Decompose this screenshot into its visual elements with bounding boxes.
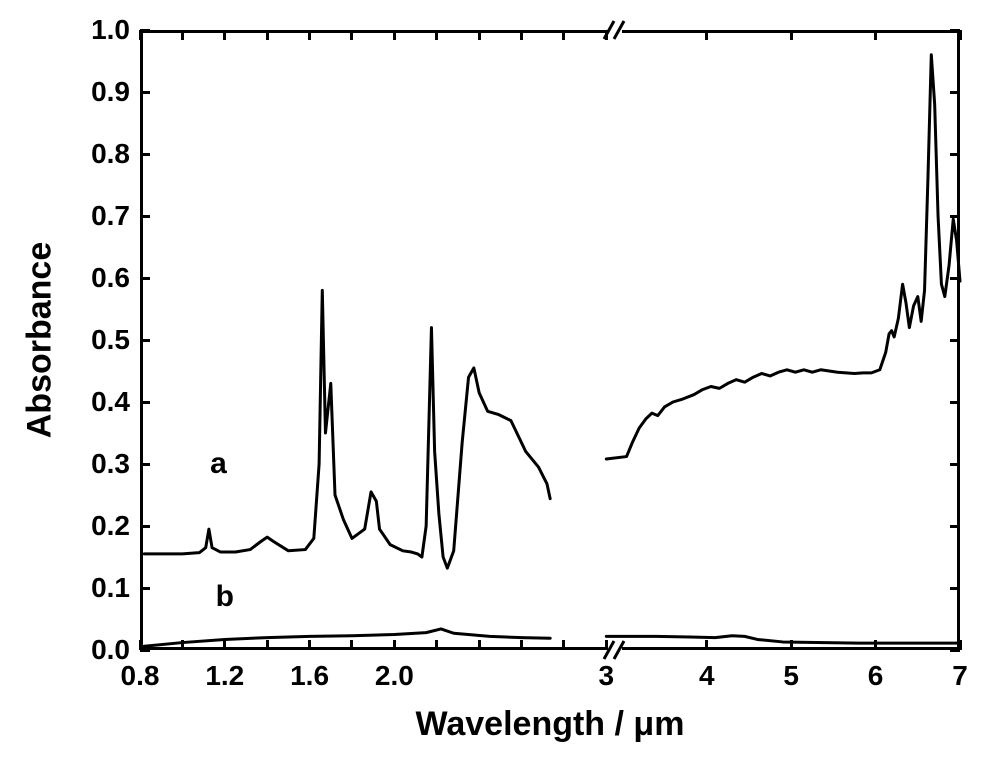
x-tick-label: 2.0 <box>375 660 414 692</box>
x-tick-label: 1.6 <box>290 660 329 692</box>
x-tick-label: 1.2 <box>205 660 244 692</box>
y-tick-label: 0.2 <box>91 510 130 542</box>
x-tick-label: 7 <box>952 660 968 692</box>
y-tick-label: 0.6 <box>91 262 130 294</box>
x-tick-label: 6 <box>868 660 884 692</box>
y-tick-label: 1.0 <box>91 14 130 46</box>
y-axis-label: Absorbance <box>21 242 60 439</box>
y-tick-label: 0.5 <box>91 324 130 356</box>
y-tick-label: 0.1 <box>91 572 130 604</box>
series-b <box>140 30 960 650</box>
plot-area: 0.00.10.20.30.40.50.60.70.80.91.00.81.21… <box>140 30 960 650</box>
y-tick-label: 0.9 <box>91 76 130 108</box>
x-tick-label: 0.8 <box>121 660 160 692</box>
spectrum-figure: 0.00.10.20.30.40.50.60.70.80.91.00.81.21… <box>0 0 1000 765</box>
y-tick-label: 0.4 <box>91 386 130 418</box>
x-tick-label: 5 <box>783 660 799 692</box>
x-axis-label: Wavelength / μm <box>416 705 685 744</box>
x-tick-label: 4 <box>699 660 715 692</box>
y-tick-label: 0.8 <box>91 138 130 170</box>
x-tick-label: 3 <box>599 660 615 692</box>
series-label-b: b <box>216 580 234 614</box>
y-tick-label: 0.3 <box>91 448 130 480</box>
y-tick-label: 0.7 <box>91 200 130 232</box>
